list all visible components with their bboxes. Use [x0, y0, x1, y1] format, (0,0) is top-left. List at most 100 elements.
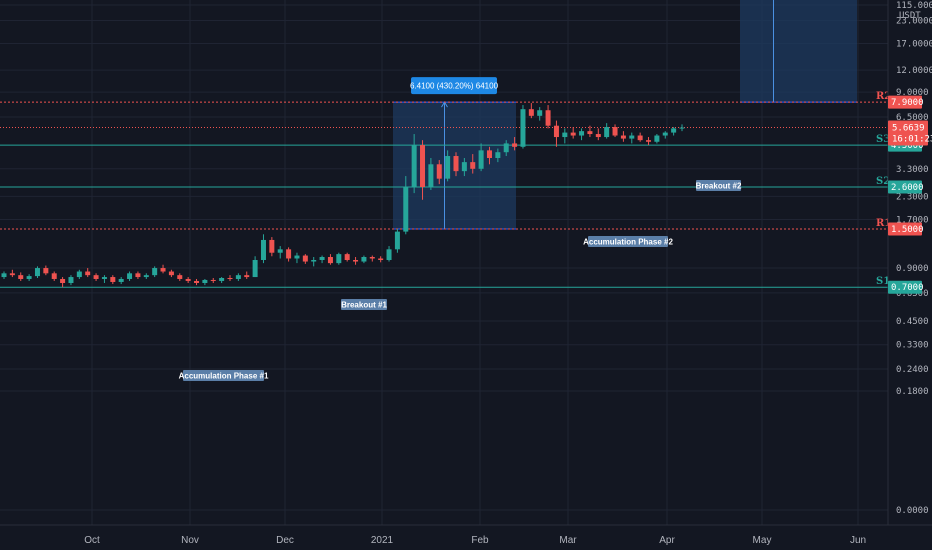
candle-body	[646, 140, 652, 142]
candle-body	[311, 260, 317, 262]
price-tick-label: 3.3000	[896, 165, 929, 175]
candle	[361, 255, 367, 264]
candle-body	[553, 125, 559, 138]
candle-body	[26, 276, 32, 279]
price-axis-bg	[888, 0, 932, 550]
candle	[537, 107, 543, 121]
candle	[143, 273, 149, 279]
time-tick-label: Apr	[659, 535, 675, 546]
candle-body	[319, 257, 325, 260]
measure-label: 6.4100 (430.20%) 64100	[410, 82, 499, 91]
candle-body	[185, 278, 191, 281]
candle	[662, 131, 668, 139]
candle-body	[135, 273, 141, 278]
candle-body	[18, 275, 24, 279]
time-tick-label: Nov	[181, 535, 199, 546]
candle	[478, 143, 484, 172]
candle-body	[420, 145, 426, 187]
currency-label: USDT	[899, 11, 921, 21]
candle-body	[361, 257, 367, 262]
candle-body	[110, 277, 116, 282]
price-tick-label: 0.2400	[896, 365, 929, 375]
candle-body	[470, 162, 476, 169]
candle-body	[1, 273, 7, 278]
candle	[629, 132, 635, 144]
candle	[637, 132, 643, 142]
price-tick-label: 9.0000	[896, 88, 929, 98]
time-tick-label: Dec	[276, 535, 294, 546]
note-box[interactable]	[696, 180, 741, 191]
candle-body	[127, 273, 133, 279]
candle	[194, 278, 200, 286]
note-box[interactable]	[341, 299, 387, 310]
candle	[679, 124, 685, 132]
candle	[43, 265, 49, 276]
candle	[486, 146, 492, 165]
candle-body	[244, 275, 250, 278]
candle	[311, 257, 317, 267]
candle	[76, 269, 82, 279]
candle-body	[194, 280, 200, 284]
candle	[553, 120, 559, 147]
candle-body	[76, 271, 82, 278]
price-tick-label: 1.7000	[896, 215, 929, 225]
note-box[interactable]	[183, 370, 264, 381]
candle-body	[252, 260, 258, 278]
grid	[0, 0, 888, 525]
note-box[interactable]	[588, 236, 668, 247]
candle-body	[85, 271, 91, 276]
candle-body	[411, 145, 417, 187]
candle-body	[277, 249, 283, 253]
level-price-tag-text: 0.7000	[891, 283, 924, 293]
candle	[503, 140, 509, 157]
candle	[160, 264, 166, 274]
candle-body	[60, 278, 66, 284]
level-label-r2: R2	[876, 91, 891, 102]
time-tick-label: Mar	[559, 535, 577, 546]
measure-box[interactable]	[740, 0, 857, 103]
candle	[51, 271, 57, 281]
measure-tools[interactable]: 6.4100 (430.20%) 6410033.6000 (425.32%) …	[393, 0, 857, 230]
candle	[286, 247, 292, 262]
candle-body	[579, 131, 585, 136]
candle-body	[461, 162, 467, 172]
price-tick-label: 12.0000	[896, 66, 932, 76]
candle-body	[403, 186, 409, 232]
candle-body	[168, 271, 174, 276]
candle	[101, 275, 107, 284]
candle	[386, 246, 392, 262]
candle	[411, 134, 417, 194]
candle-body	[227, 278, 233, 280]
candle	[344, 252, 350, 262]
candle	[260, 234, 266, 264]
candle-body	[286, 249, 292, 259]
candle-body	[378, 258, 384, 260]
time-axis[interactable]: Oct Nov Dec 2021 Feb Mar Apr May Jun	[0, 524, 932, 546]
last-price-value: 5.6639	[892, 124, 925, 134]
candle	[269, 237, 275, 257]
candle	[327, 254, 333, 265]
candle-body	[478, 150, 484, 169]
price-axis[interactable]: 115.000085.000061.000045.000033.000023.0…	[887, 0, 932, 550]
candle-body	[662, 132, 668, 136]
candle-body	[269, 239, 275, 253]
note-text: Breakout #1	[341, 301, 387, 310]
candle-body	[537, 110, 543, 116]
candle-body	[545, 110, 551, 126]
price-tick-label: 0.9000	[896, 264, 929, 274]
candle	[353, 257, 359, 265]
candle	[369, 255, 375, 262]
annotations[interactable]: Breakout #1 Accumulation Phase #1 Accumula…	[179, 180, 742, 381]
level-price-tag	[888, 280, 922, 294]
candle	[34, 266, 40, 279]
candle	[520, 105, 526, 149]
candle	[428, 158, 434, 190]
candle	[177, 273, 183, 281]
candle	[1, 271, 7, 279]
candle-body	[386, 249, 392, 260]
candle-body	[562, 132, 568, 138]
candle-body	[235, 275, 241, 279]
candle	[445, 150, 451, 182]
candle-body	[436, 164, 442, 179]
